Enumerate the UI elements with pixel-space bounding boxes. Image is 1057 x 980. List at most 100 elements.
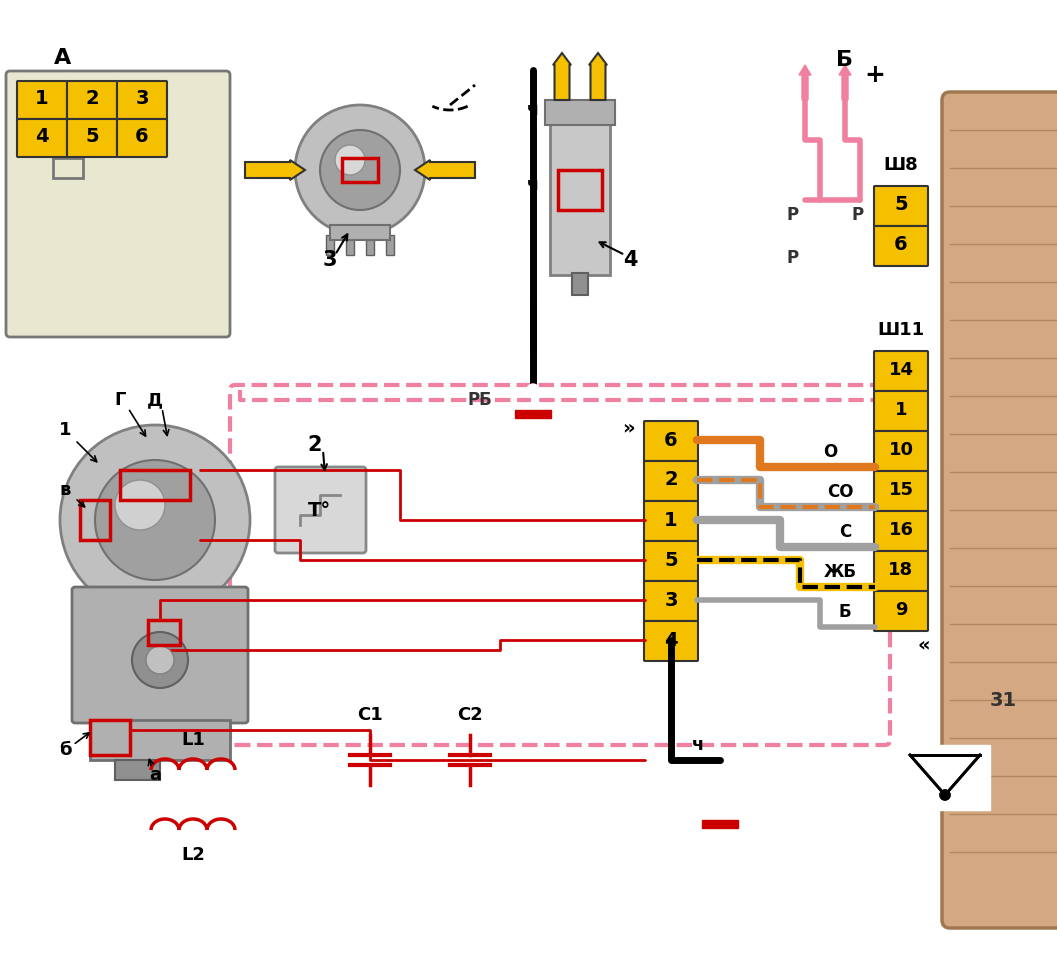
Text: Т°: Т° <box>309 501 332 519</box>
Circle shape <box>95 460 215 580</box>
FancyBboxPatch shape <box>275 467 366 553</box>
Text: а: а <box>149 766 161 784</box>
FancyBboxPatch shape <box>874 391 928 431</box>
FancyBboxPatch shape <box>644 581 698 621</box>
Text: 31: 31 <box>989 691 1017 710</box>
FancyBboxPatch shape <box>644 621 698 661</box>
Bar <box>550 115 610 275</box>
FancyBboxPatch shape <box>874 471 928 511</box>
Bar <box>558 170 602 210</box>
Text: Д: Д <box>147 391 163 409</box>
Text: Б: Б <box>838 603 851 621</box>
FancyBboxPatch shape <box>17 81 67 119</box>
FancyBboxPatch shape <box>644 461 698 501</box>
Bar <box>90 720 230 760</box>
Text: ч: ч <box>526 101 539 119</box>
FancyBboxPatch shape <box>117 119 167 157</box>
FancyBboxPatch shape <box>67 119 117 157</box>
Text: 10: 10 <box>889 441 913 459</box>
FancyBboxPatch shape <box>67 81 117 119</box>
Text: С2: С2 <box>457 706 483 724</box>
Bar <box>330 225 390 240</box>
Text: в: в <box>59 481 71 499</box>
Text: 3: 3 <box>135 89 149 109</box>
FancyBboxPatch shape <box>644 421 698 461</box>
Text: Г: Г <box>114 391 126 409</box>
Circle shape <box>527 384 539 396</box>
Bar <box>386 235 394 255</box>
Circle shape <box>713 794 726 806</box>
Text: L2: L2 <box>181 846 205 864</box>
FancyArrow shape <box>589 53 607 100</box>
Text: 2: 2 <box>86 89 98 109</box>
FancyBboxPatch shape <box>117 81 167 119</box>
Text: «: « <box>917 635 930 655</box>
Text: 1: 1 <box>894 401 907 419</box>
Bar <box>326 235 334 255</box>
Text: Р: Р <box>787 249 799 267</box>
Text: Р: Р <box>787 206 799 224</box>
Text: 1: 1 <box>35 89 49 109</box>
Text: ЖБ: ЖБ <box>823 563 856 581</box>
Text: +: + <box>865 63 886 87</box>
Circle shape <box>132 632 188 688</box>
Text: 3: 3 <box>664 591 678 610</box>
FancyBboxPatch shape <box>874 226 928 266</box>
Bar <box>572 273 588 295</box>
Text: 14: 14 <box>889 361 913 379</box>
Text: СО: СО <box>827 483 853 501</box>
Text: Ш8: Ш8 <box>884 156 919 174</box>
Bar <box>515 410 551 418</box>
Bar <box>702 820 738 828</box>
Text: 9: 9 <box>894 601 907 619</box>
Text: Б: Б <box>836 50 853 70</box>
Bar <box>120 470 190 500</box>
Bar <box>900 745 990 810</box>
FancyArrow shape <box>839 65 851 100</box>
Bar <box>115 760 160 780</box>
FancyArrow shape <box>415 160 475 180</box>
Text: ч: ч <box>692 736 704 754</box>
Text: 18: 18 <box>889 561 913 579</box>
Circle shape <box>115 480 165 530</box>
Text: 3: 3 <box>322 250 337 270</box>
Bar <box>545 100 615 125</box>
FancyBboxPatch shape <box>17 119 67 157</box>
Circle shape <box>60 425 251 615</box>
Text: ч: ч <box>526 176 539 194</box>
Circle shape <box>295 105 425 235</box>
Circle shape <box>940 790 950 800</box>
FancyBboxPatch shape <box>874 591 928 631</box>
Text: L1: L1 <box>181 731 205 749</box>
FancyBboxPatch shape <box>874 431 928 471</box>
Text: Р: Р <box>852 206 864 224</box>
Bar <box>366 235 374 255</box>
Circle shape <box>335 145 365 175</box>
Text: б: б <box>59 741 71 759</box>
Circle shape <box>320 130 400 210</box>
Bar <box>148 620 180 645</box>
Text: 5: 5 <box>894 195 908 215</box>
Text: 6: 6 <box>135 127 149 146</box>
FancyBboxPatch shape <box>644 541 698 581</box>
Bar <box>53 158 84 178</box>
FancyArrow shape <box>553 53 571 100</box>
Text: РБ: РБ <box>467 391 493 409</box>
Text: 4: 4 <box>35 127 49 146</box>
Text: С: С <box>839 523 851 541</box>
Text: »: » <box>622 418 634 437</box>
Text: 5: 5 <box>86 127 98 146</box>
FancyBboxPatch shape <box>72 587 248 723</box>
Circle shape <box>940 790 950 800</box>
Bar <box>346 235 354 255</box>
Text: 2: 2 <box>308 435 322 455</box>
Text: 4: 4 <box>664 630 678 650</box>
Text: 1: 1 <box>664 511 678 529</box>
Text: 4: 4 <box>623 250 637 270</box>
Bar <box>80 500 110 540</box>
FancyBboxPatch shape <box>874 186 928 226</box>
Bar <box>90 720 130 755</box>
FancyBboxPatch shape <box>874 551 928 591</box>
FancyBboxPatch shape <box>6 71 230 337</box>
Text: 2: 2 <box>664 470 678 489</box>
